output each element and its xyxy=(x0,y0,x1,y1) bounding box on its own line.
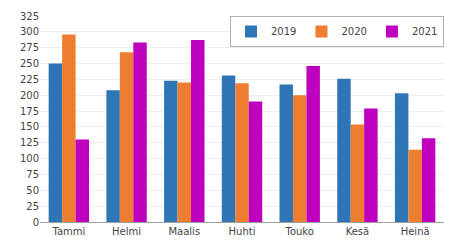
svg-text:150: 150 xyxy=(20,121,39,132)
svg-text:Helmi: Helmi xyxy=(112,226,141,237)
svg-text:Touko: Touko xyxy=(284,226,313,237)
svg-text:0: 0 xyxy=(33,217,39,228)
svg-text:125: 125 xyxy=(20,137,39,148)
svg-text:325: 325 xyxy=(20,11,39,22)
svg-text:100: 100 xyxy=(20,153,39,164)
svg-text:Kesä: Kesä xyxy=(346,226,370,237)
svg-text:225: 225 xyxy=(20,74,39,85)
svg-text:275: 275 xyxy=(20,42,39,53)
svg-text:Heinä: Heinä xyxy=(401,226,430,237)
svg-text:2020: 2020 xyxy=(341,26,366,37)
svg-text:2021: 2021 xyxy=(412,26,437,37)
svg-text:200: 200 xyxy=(20,90,39,101)
svg-text:50: 50 xyxy=(26,185,39,196)
svg-text:Tammi: Tammi xyxy=(51,226,85,237)
svg-text:Huhti: Huhti xyxy=(229,226,256,237)
svg-text:75: 75 xyxy=(26,169,39,180)
svg-text:175: 175 xyxy=(20,106,39,117)
svg-text:2019: 2019 xyxy=(271,26,296,37)
svg-text:Maalis: Maalis xyxy=(168,226,200,237)
svg-text:250: 250 xyxy=(20,58,39,69)
svg-text:25: 25 xyxy=(26,201,39,212)
svg-text:300: 300 xyxy=(20,26,39,37)
